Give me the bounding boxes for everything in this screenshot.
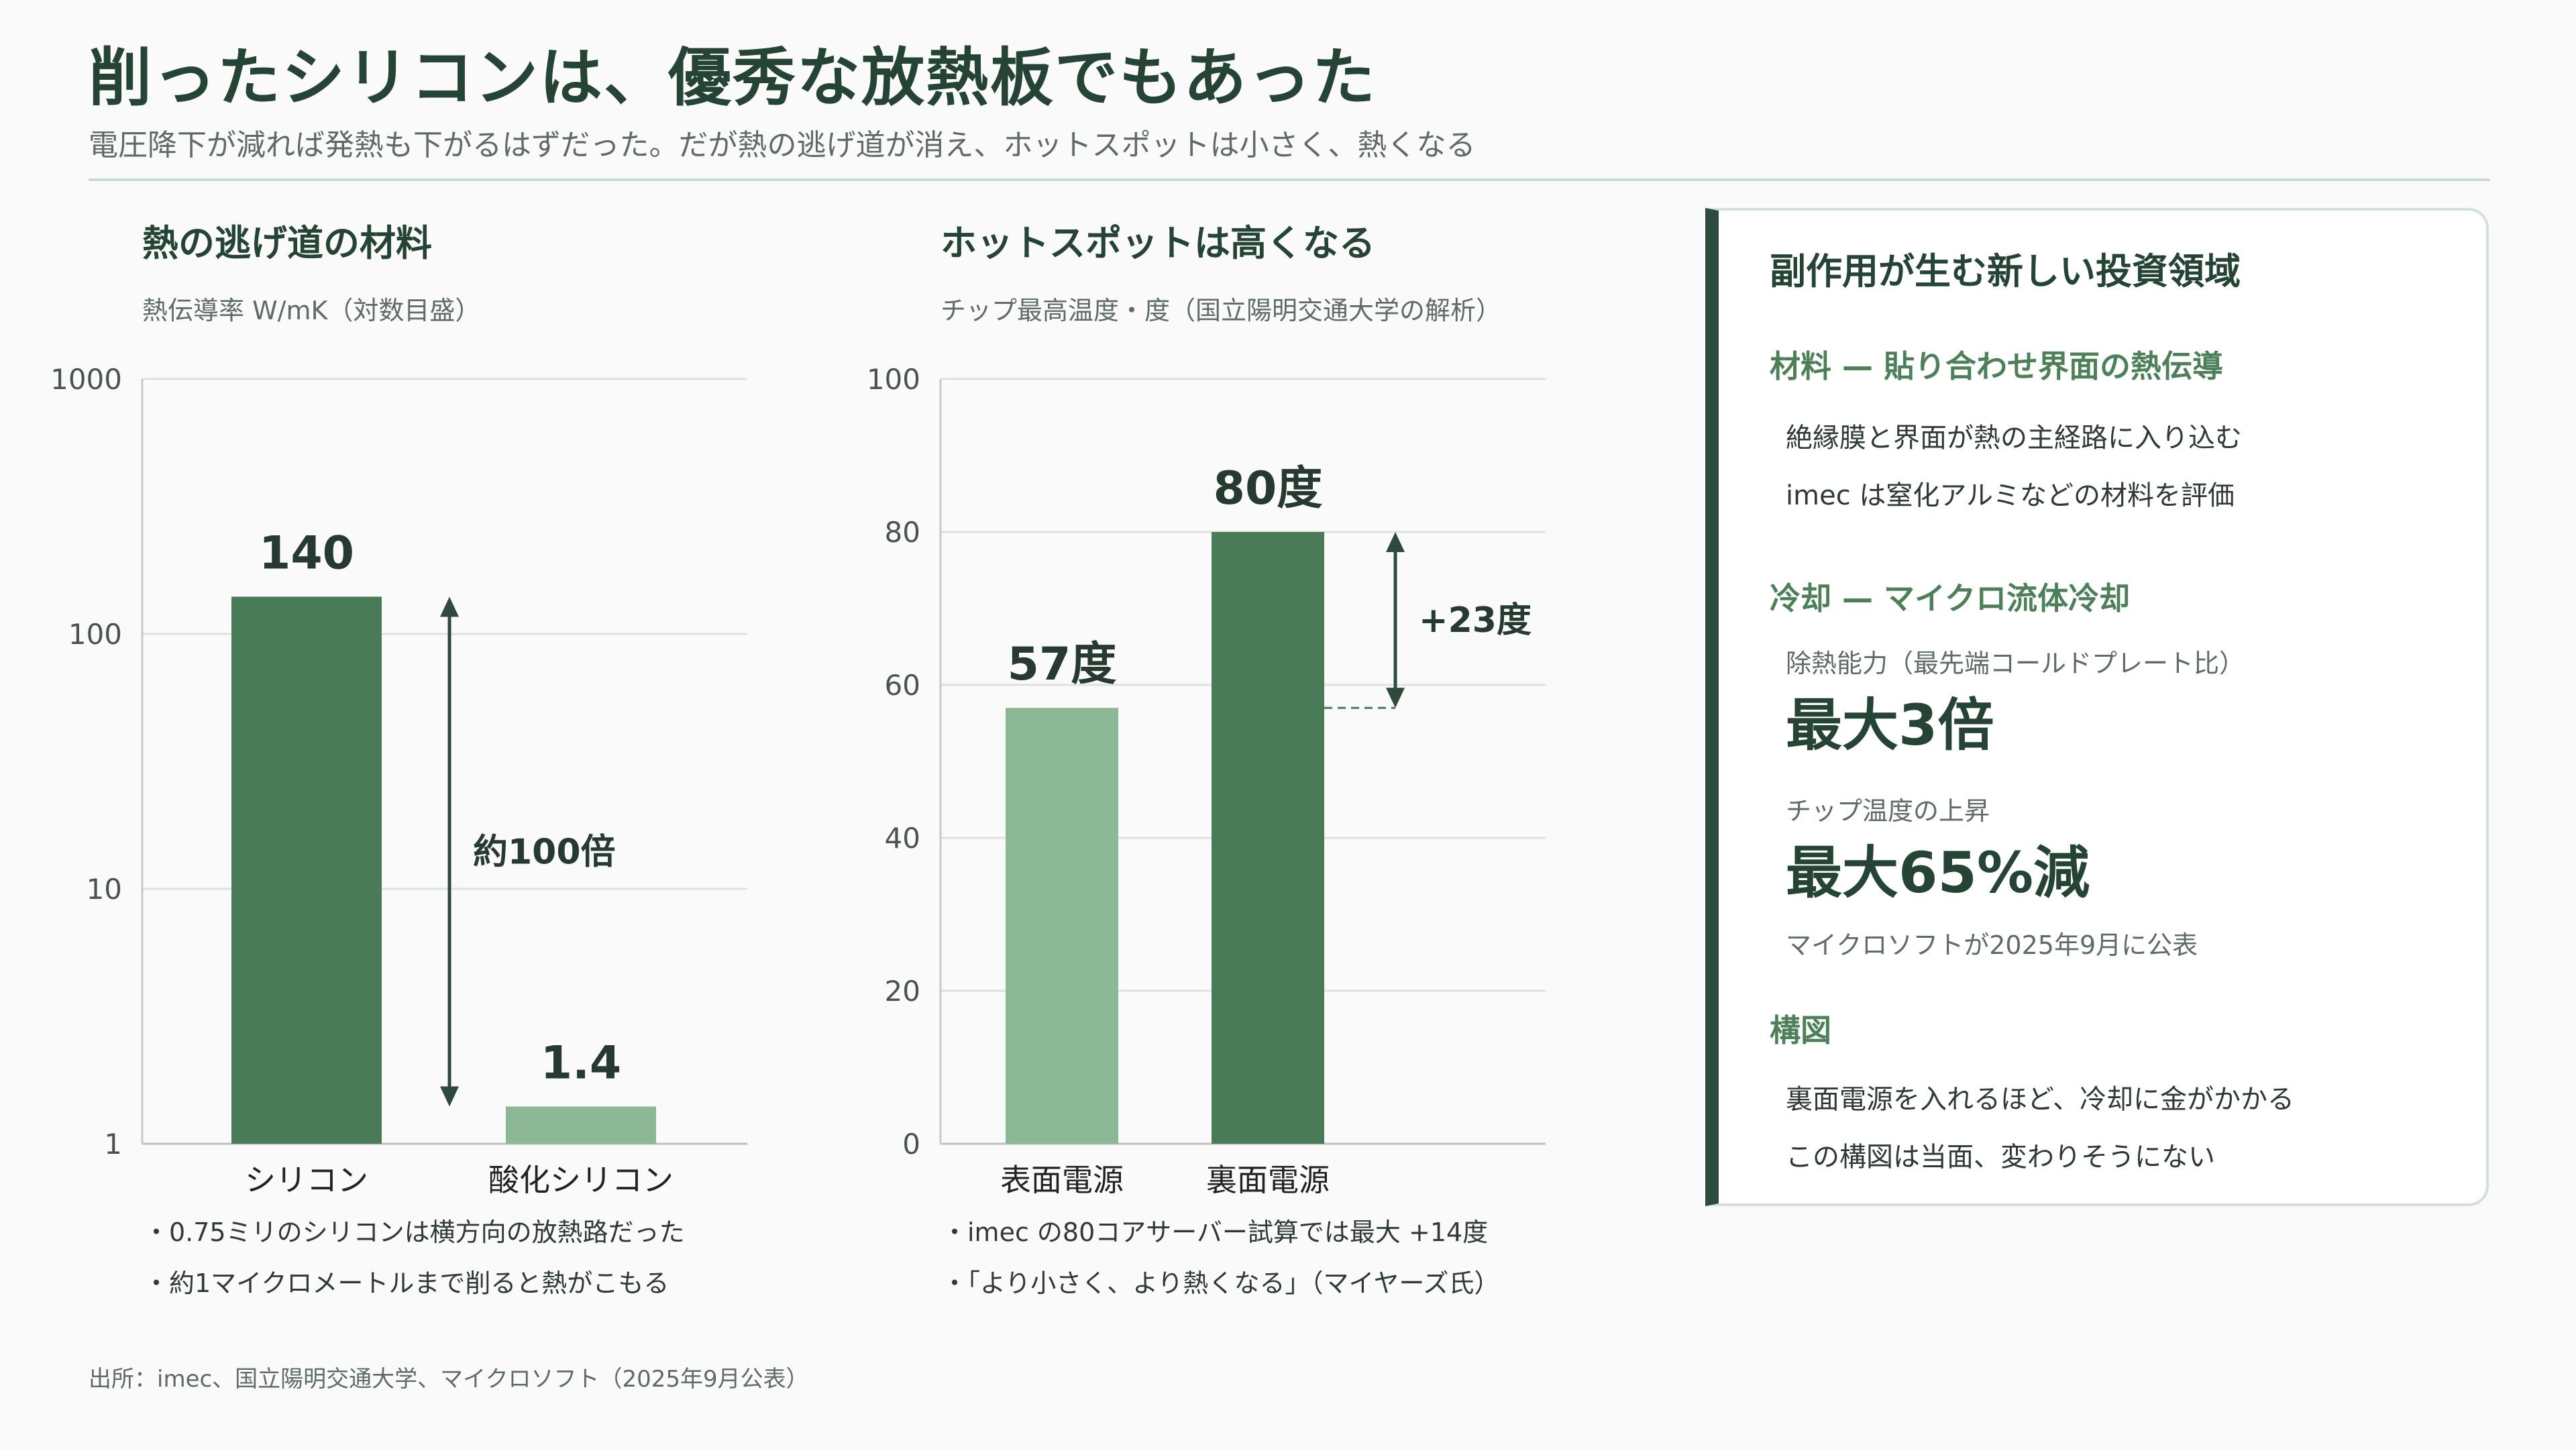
left-bar-value-label: 1.4 [541, 1036, 621, 1089]
middle-y-tick-label: 20 [885, 975, 920, 1008]
middle-y-tick-label: 100 [867, 363, 920, 396]
middle-y-tick-label: 40 [885, 822, 920, 855]
materials-line-1: 絶縁膜と界面が熱の主経路に入り込む [1786, 423, 2242, 453]
left-note-1: ・0.75ミリのシリコンは横方向の放熱路だった [144, 1218, 685, 1247]
cooling-metric1-value: 最大3倍 [1786, 692, 1994, 758]
middle-bar-1 [1212, 532, 1324, 1144]
structure-line-2: この構図は当面、変わりそうにない [1786, 1142, 2215, 1173]
left-chart-subtitle: 熱伝導率 W/mK（対数目盛） [142, 296, 481, 325]
left-annotation-arrowhead-bottom [440, 1086, 459, 1107]
left-category-label: 酸化シリコン [488, 1162, 674, 1198]
middle-category-label: 裏面電源 [1206, 1162, 1330, 1198]
middle-annotation-arrowhead-bottom [1386, 688, 1405, 708]
middle-note-1: ・imec の80コアサーバー試算では最大 +14度 [942, 1218, 1489, 1247]
materials-heading: 材料 — 貼り合わせ界面の熱伝導 [1770, 348, 2224, 384]
left-category-label: シリコン [245, 1162, 368, 1198]
structure-line-1: 裏面電源を入れるほど、冷却に金がかかる [1786, 1084, 2294, 1115]
middle-annotation-arrowhead-top [1386, 532, 1405, 552]
page-subtitle: 電圧降下が減れば発熱も下がるはずだった。だが熱の逃げ道が消え、ホットスポットは小… [89, 128, 1476, 162]
cooling-metric1-label: 除熱能力（最先端コールドプレート比） [1786, 649, 2245, 678]
middle-y-tick-label: 60 [885, 669, 920, 702]
cooling-metric2-value: 最大65%減 [1786, 840, 2090, 906]
left-bar-1 [506, 1106, 656, 1144]
left-y-tick-label: 1 [104, 1128, 122, 1161]
left-y-tick-label: 10 [87, 873, 122, 906]
structure-heading: 構図 [1770, 1012, 1831, 1049]
investment-panel: 副作用が生む新しい投資領域 材料 — 貼り合わせ界面の熱伝導 絶縁膜と界面が熱の… [1705, 208, 2489, 1206]
left-bar-0 [231, 596, 382, 1144]
middle-chart-subtitle: チップ最高温度・度（国立陽明交通大学の解析） [941, 296, 1502, 325]
source-note: 出所：imec、国立陽明交通大学、マイクロソフト（2025年9月公表） [89, 1366, 809, 1393]
middle-y-tick-label: 0 [902, 1128, 920, 1161]
middle-annotation-label: +23度 [1419, 600, 1532, 641]
left-note-2: ・約1マイクロメートルまで削ると熱がこもる [144, 1269, 669, 1298]
left-y-tick-label: 1000 [50, 363, 122, 396]
cooling-note: マイクロソフトが2025年9月に公表 [1786, 930, 2198, 960]
materials-line-2: imec は窒化アルミなどの材料を評価 [1786, 480, 2235, 511]
header-divider [89, 178, 2490, 181]
middle-note-2: ・「より小さく、より熱くなる」（マイヤーズ氏） [942, 1269, 1500, 1298]
middle-bar-value-label: 80度 [1214, 462, 1323, 515]
middle-y-tick-label: 80 [885, 516, 920, 549]
cooling-heading: 冷却 — マイクロ流体冷却 [1770, 580, 2131, 616]
middle-chart-title: ホットスポットは高くなる [941, 222, 1375, 264]
middle-bar-0 [1006, 708, 1118, 1144]
left-annotation-label: 約100倍 [473, 832, 616, 872]
left-annotation-arrowhead-top [440, 596, 459, 617]
left-chart-title: 熱の逃げ道の材料 [142, 222, 432, 264]
left-y-tick-label: 100 [68, 618, 122, 651]
middle-category-label: 表面電源 [1000, 1162, 1124, 1198]
left-bar-value-label: 140 [259, 527, 354, 580]
page-title: 削ったシリコンは、優秀な放熱板でもあった [89, 42, 1377, 115]
investment-panel-title: 副作用が生む新しい投資領域 [1770, 250, 2241, 292]
middle-bar-value-label: 57度 [1008, 638, 1117, 691]
cooling-metric2-label: チップ温度の上昇 [1786, 796, 1990, 826]
